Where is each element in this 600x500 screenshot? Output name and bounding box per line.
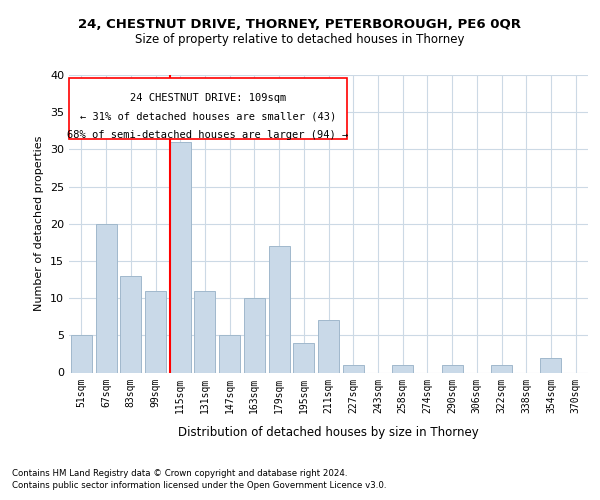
Bar xyxy=(318,320,339,372)
Bar xyxy=(269,246,290,372)
Bar xyxy=(194,290,215,372)
Text: Size of property relative to detached houses in Thorney: Size of property relative to detached ho… xyxy=(135,32,465,46)
Bar xyxy=(71,336,92,372)
Bar xyxy=(95,224,116,372)
Bar xyxy=(170,142,191,372)
FancyBboxPatch shape xyxy=(69,78,347,139)
Bar xyxy=(343,365,364,372)
Bar xyxy=(541,358,562,372)
Bar xyxy=(392,365,413,372)
Text: 24, CHESTNUT DRIVE, THORNEY, PETERBOROUGH, PE6 0QR: 24, CHESTNUT DRIVE, THORNEY, PETERBOROUG… xyxy=(79,18,521,30)
Bar xyxy=(145,290,166,372)
Bar xyxy=(120,276,141,372)
Text: Contains HM Land Registry data © Crown copyright and database right 2024.: Contains HM Land Registry data © Crown c… xyxy=(12,470,347,478)
Text: ← 31% of detached houses are smaller (43): ← 31% of detached houses are smaller (43… xyxy=(80,112,336,122)
Text: Distribution of detached houses by size in Thorney: Distribution of detached houses by size … xyxy=(178,426,479,439)
Bar xyxy=(244,298,265,372)
Bar xyxy=(442,365,463,372)
Text: Contains public sector information licensed under the Open Government Licence v3: Contains public sector information licen… xyxy=(12,482,386,490)
Text: 24 CHESTNUT DRIVE: 109sqm: 24 CHESTNUT DRIVE: 109sqm xyxy=(130,93,286,103)
Bar xyxy=(491,365,512,372)
Text: 68% of semi-detached houses are larger (94) →: 68% of semi-detached houses are larger (… xyxy=(67,130,349,140)
Y-axis label: Number of detached properties: Number of detached properties xyxy=(34,136,44,312)
Bar xyxy=(293,343,314,372)
Bar xyxy=(219,336,240,372)
